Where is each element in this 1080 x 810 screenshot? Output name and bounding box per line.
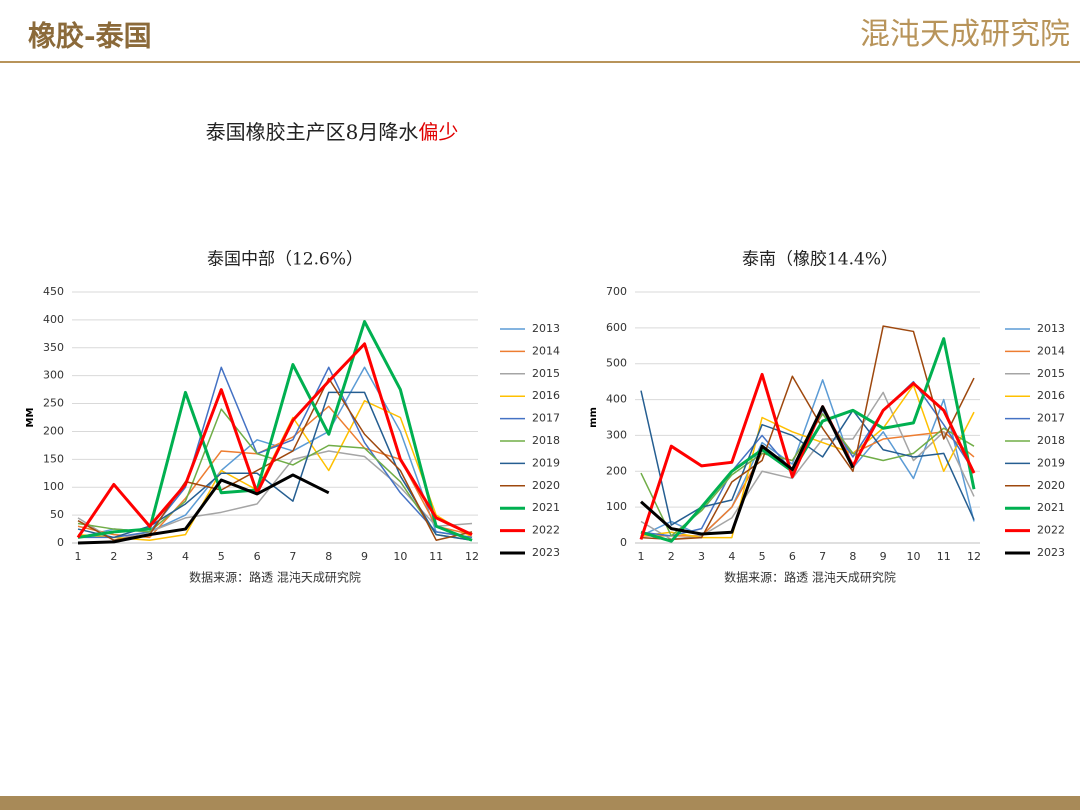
headline: 泰国橡胶主产区8月降水偏少 (206, 120, 459, 144)
y-tick-label: 400 (43, 313, 64, 326)
x-tick-label: 12 (465, 550, 479, 563)
y-tick-label: 600 (606, 321, 627, 334)
x-tick-label: 3 (146, 550, 153, 563)
legend-label: 2023 (532, 546, 560, 559)
slide-header: 橡胶-泰国 (28, 20, 152, 53)
legend-label: 2016 (1037, 389, 1065, 402)
legend-label: 2021 (532, 501, 560, 514)
legend-label: 2020 (532, 479, 560, 492)
x-tick-label: 1 (638, 550, 645, 563)
legend-label: 2017 (1037, 412, 1065, 425)
chart-title: 泰南（橡胶14.4%） (742, 250, 898, 270)
logo: 混沌天成研究院 (860, 17, 1070, 52)
y-tick-label: 500 (606, 357, 627, 370)
legend-label: 2014 (1037, 344, 1065, 357)
x-tick-label: 3 (698, 550, 705, 563)
x-tick-label: 6 (789, 550, 796, 563)
legend-label: 2022 (532, 524, 560, 537)
data-line (77, 320, 473, 542)
legend-label: 2019 (532, 456, 560, 469)
x-tick-label: 4 (182, 550, 189, 563)
y-tick-label: 250 (43, 397, 64, 410)
x-tick-label: 9 (880, 550, 887, 563)
data-line (640, 337, 976, 543)
y-tick-label: 350 (43, 341, 64, 354)
source-note: 数据来源：路透 混沌天成研究院 (724, 570, 896, 585)
y-axis-label: mm (588, 407, 599, 428)
x-tick-label: 11 (937, 550, 951, 563)
data-line (640, 325, 975, 541)
y-tick-label: 100 (606, 500, 627, 513)
y-tick-label: 700 (606, 285, 627, 298)
y-tick-label: 300 (606, 428, 627, 441)
y-axis-label: MM (25, 408, 36, 428)
legend-label: 2018 (532, 434, 560, 447)
x-tick-label: 10 (393, 550, 407, 563)
data-line (76, 342, 473, 539)
x-tick-label: 8 (325, 550, 332, 563)
y-tick-label: 400 (606, 393, 627, 406)
legend-label: 2017 (532, 412, 560, 425)
y-tick-label: 200 (43, 424, 64, 437)
x-tick-label: 9 (361, 550, 368, 563)
legend-label: 2021 (1037, 501, 1065, 514)
legend-label: 2014 (532, 344, 560, 357)
legend-label: 2022 (1037, 524, 1065, 537)
x-tick-label: 7 (289, 550, 296, 563)
y-tick-label: 450 (43, 285, 64, 298)
footer-bar (0, 796, 1080, 810)
x-tick-label: 12 (967, 550, 981, 563)
legend-label: 2015 (532, 367, 560, 380)
x-tick-label: 4 (728, 550, 735, 563)
y-tick-label: 0 (620, 536, 627, 549)
legend-label: 2013 (1037, 322, 1065, 335)
x-tick-label: 10 (906, 550, 920, 563)
x-tick-label: 11 (429, 550, 443, 563)
x-tick-label: 6 (254, 550, 261, 563)
x-tick-label: 8 (849, 550, 856, 563)
x-tick-label: 5 (759, 550, 766, 563)
headline-text: 泰国橡胶主产区8月降水 (206, 120, 419, 144)
y-tick-label: 0 (57, 536, 64, 549)
legend-label: 2013 (532, 322, 560, 335)
x-tick-label: 2 (668, 550, 675, 563)
data-line (78, 366, 473, 539)
legend-label: 2019 (1037, 456, 1065, 469)
legend-label: 2016 (532, 389, 560, 402)
x-tick-label: 5 (218, 550, 225, 563)
y-tick-label: 300 (43, 369, 64, 382)
legend-label: 2018 (1037, 434, 1065, 447)
data-line (640, 405, 855, 536)
legend-label: 2023 (1037, 546, 1065, 559)
legend-label: 2020 (1037, 479, 1065, 492)
y-tick-label: 200 (606, 464, 627, 477)
charts: 泰国中部（12.6%）MM050100150200250300350400450… (25, 250, 1065, 585)
headline-highlight: 偏少 (418, 120, 458, 144)
x-tick-label: 7 (819, 550, 826, 563)
y-tick-label: 100 (43, 480, 64, 493)
x-tick-label: 2 (110, 550, 117, 563)
y-tick-label: 50 (50, 508, 64, 521)
chart-title: 泰国中部（12.6%） (207, 250, 363, 270)
data-line (639, 372, 976, 540)
data-line (77, 473, 330, 545)
x-tick-label: 1 (75, 550, 82, 563)
source-note: 数据来源：路透 混沌天成研究院 (189, 570, 361, 585)
legend-label: 2015 (1037, 367, 1065, 380)
y-tick-label: 150 (43, 452, 64, 465)
